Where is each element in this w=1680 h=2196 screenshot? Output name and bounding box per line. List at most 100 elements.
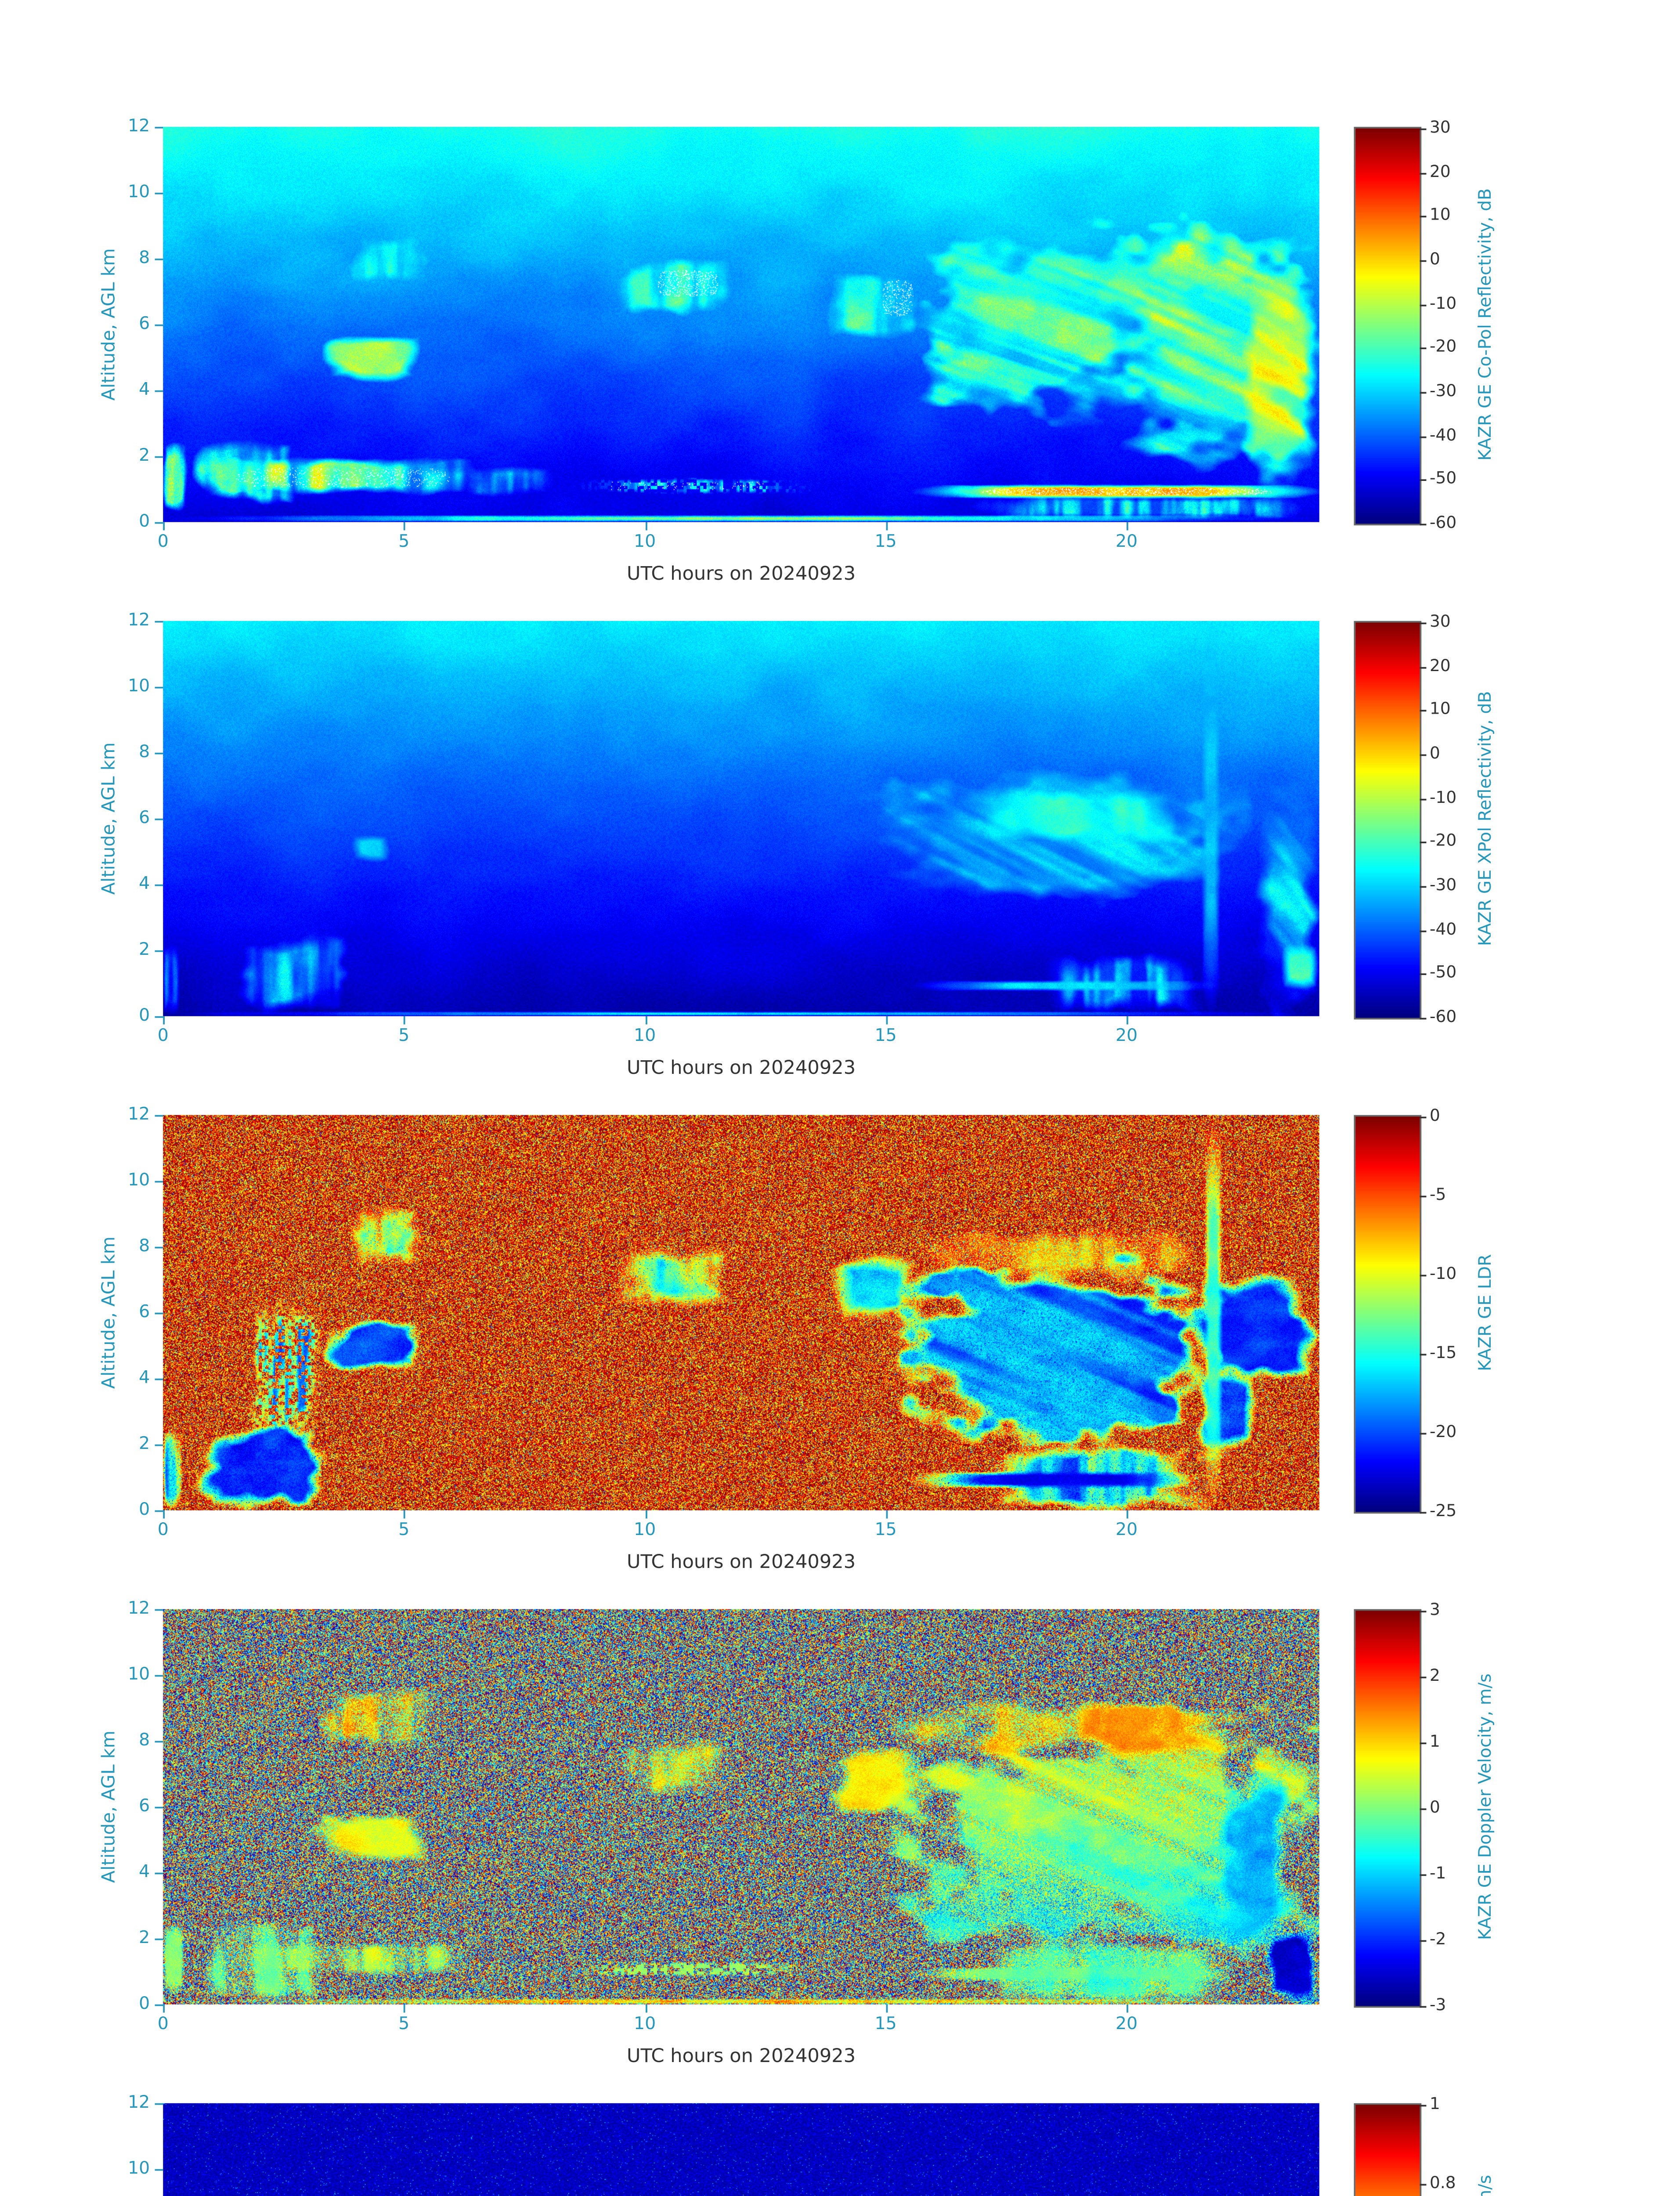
x-tick-mark [645,1016,647,1025]
copol-colorbar: 30 20 10 0 -10 -20 -30 -40 -50 -60 [1354,119,1456,533]
colorbar-tick-mark [1420,666,1427,668]
colorbar-title: KAZR GE Spectral Width, m/s [1476,2175,1496,2196]
y-tick-mark [155,818,163,820]
x-tick-label: 20 [1115,1520,1138,1540]
xpol-colorbar: 30 20 10 0 -10 -20 -30 -40 -50 -60 [1354,614,1456,1027]
colorbar-tick-mark [1420,1116,1427,1119]
x-tick-label: 5 [398,1520,410,1540]
colorbar-tick-label: -40 [1430,921,1457,939]
width-colorbar-canvas [1355,2105,1420,2196]
colorbar-tick-mark [1420,1196,1427,1198]
y-tick-mark [155,1016,163,1018]
y-tick-mark [155,1181,163,1183]
y-tick-mark [155,192,163,195]
velocity-heatmap-canvas [163,1609,1319,2005]
colorbar-tick-mark [1420,2105,1427,2107]
colorbar-tick-mark [1420,754,1427,756]
ldr-colorbar: 0 -5 -10 -15 -20 -25 [1354,1108,1456,1521]
xpol-colorbar-canvas [1355,622,1420,1018]
y-tick-label: 2 [139,940,150,960]
colorbar-tick-label: 1 [1430,1733,1440,1752]
colorbar-tick-mark [1420,128,1427,130]
y-tick-mark [155,1806,163,1809]
y-tick-mark [155,1609,163,1611]
xpol-reflectivity-heatmap: 0 2 4 6 8 10 12 0 5 10 15 20 [128,610,1319,1046]
x-tick-mark [163,1016,165,1025]
x-tick-label: 0 [157,2014,169,2034]
colorbar-tick-label: -2 [1430,1931,1446,1950]
colorbar-tick-label: -50 [1430,470,1457,489]
panel-doppler-velocity: Altitude, AGL km 0 2 4 6 8 10 12 0 5 10 15 20 UTC h… [0,1599,1680,2103]
colorbar-tick-mark [1420,1611,1427,1613]
y-tick-label: 10 [128,2159,150,2179]
y-tick-mark [155,1938,163,1940]
colorbar-tick-label: -10 [1430,1265,1457,1284]
x-tick-mark [163,2004,165,2013]
x-tick-label: 10 [634,1026,656,1046]
colorbar-tick-mark [1420,260,1427,262]
colorbar-tick-mark [1420,2006,1427,2008]
x-tick-label: 0 [157,1520,169,1540]
colorbar-tick-mark [1420,216,1427,218]
y-tick-mark [155,1510,163,1512]
x-tick-label: 15 [874,532,897,552]
colorbar-tick-mark [1420,304,1427,306]
y-axis-label: Altitude, AGL km [98,248,119,401]
y-tick-mark [155,1741,163,1743]
colorbar-title: KAZR GE XPol Reflectivity, dB [1476,691,1496,946]
colorbar-tick-mark [1420,1354,1427,1356]
x-tick-mark [1127,1016,1128,1025]
y-tick-label: 10 [128,1665,150,1685]
x-tick-label: 10 [634,2014,656,2034]
x-tick-mark [404,1510,406,1519]
colorbar-tick-mark [1420,392,1427,394]
colorbar-tick-mark [1420,886,1427,888]
width-colorbar: 10.80.60.40.20 [1354,2096,1456,2196]
colorbar-tick-mark [1420,1676,1427,1679]
colorbar-tick-mark [1420,798,1427,800]
y-axis-label: Altitude, AGL km [98,742,119,895]
colorbar-tick-mark [1420,348,1427,350]
x-tick-label: 5 [398,532,410,552]
x-tick-mark [885,522,888,531]
colorbar-tick-mark [1420,1940,1427,1942]
y-tick-label: 10 [128,676,150,697]
x-tick-label: 0 [157,1026,169,1046]
y-tick-mark [155,686,163,689]
y-tick-mark [155,522,163,524]
xpol-heatmap-canvas [163,621,1319,1016]
colorbar-tick-label: 20 [1430,657,1451,676]
colorbar-tick-mark [1420,524,1427,526]
y-tick-mark [155,950,163,952]
y-tick-mark [155,1872,163,1875]
y-tick-label: 0 [139,1994,150,2014]
colorbar-tick-mark [1420,974,1427,976]
colorbar-tick-label: -10 [1430,295,1457,314]
colorbar-tick-label: -10 [1430,789,1457,808]
copol-reflectivity-heatmap: 0 2 4 6 8 10 12 0 5 10 15 20 [128,116,1319,552]
x-tick-mark [645,522,647,531]
x-tick-mark [163,522,165,531]
y-tick-mark [155,258,163,260]
x-tick-mark [885,1510,888,1519]
x-tick-mark [1127,522,1128,531]
x-tick-mark [645,2004,647,2013]
colorbar-tick-label: 0.8 [1430,2174,1456,2193]
y-tick-label: 0 [139,512,150,532]
colorbar-title: KAZR GE Doppler Velocity, m/s [1476,1673,1496,1940]
colorbar-tick-label: -60 [1430,514,1457,533]
x-tick-mark [885,1016,888,1025]
x-tick-mark [645,1510,647,1519]
y-tick-label: 2 [139,1928,150,1948]
x-tick-label: 20 [1115,2014,1138,2034]
x-tick-label: 5 [398,2014,410,2034]
x-tick-label: 20 [1115,532,1138,552]
y-tick-label: 10 [128,182,150,202]
y-tick-mark [155,390,163,392]
x-tick-mark [404,522,406,531]
x-tick-label: 15 [874,1026,897,1046]
x-tick-label: 15 [874,2014,897,2034]
colorbar-tick-mark [1420,1874,1427,1876]
